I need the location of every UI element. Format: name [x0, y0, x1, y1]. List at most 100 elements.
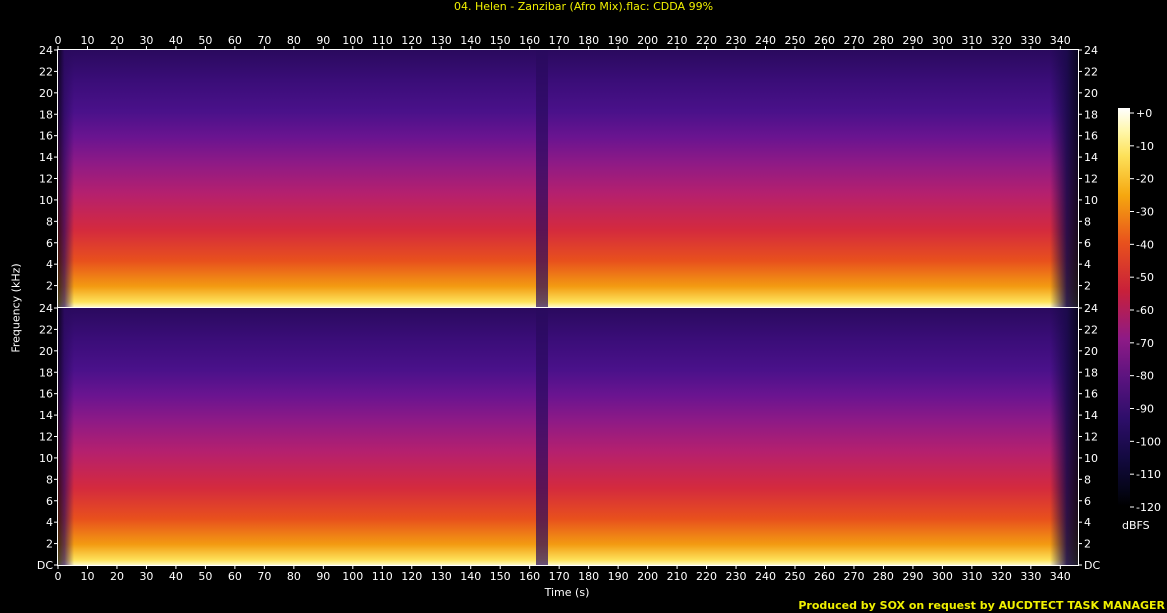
y-tick-label-left: 6: [46, 237, 53, 250]
x-tick-label-top: 150: [490, 34, 511, 47]
y-tick-label-right: 12: [1084, 173, 1098, 186]
x-tick-label-bottom: 0: [55, 570, 62, 583]
x-tick-label-bottom: 260: [814, 570, 835, 583]
colorbar-tick-label: -10: [1136, 140, 1154, 153]
colorbar-tick-label: +0: [1136, 107, 1152, 120]
y-tick-label-right: 10: [1084, 194, 1098, 207]
y-tick-label-left: 14: [39, 409, 53, 422]
x-tick-label-top: 80: [287, 34, 301, 47]
y-tick-label-right: 4: [1084, 516, 1091, 529]
x-tick-label-top: 220: [696, 34, 717, 47]
y-tick-label-right: 14: [1084, 151, 1098, 164]
x-tick-label-top: 60: [228, 34, 242, 47]
x-tick-label-top: 180: [578, 34, 599, 47]
x-tick-label-top: 310: [961, 34, 982, 47]
y-tick-label-right: 20: [1084, 87, 1098, 100]
x-tick-label-top: 110: [372, 34, 393, 47]
silence-gap-region: [536, 308, 548, 565]
x-tick-label-bottom: 130: [431, 570, 452, 583]
x-tick-label-bottom: 100: [342, 570, 363, 583]
colorbar-tick-label: -20: [1136, 173, 1154, 186]
y-tick-label-right: 2: [1084, 538, 1091, 551]
x-tick-label-top: 250: [784, 34, 805, 47]
colorbar-tick-label: -70: [1136, 337, 1154, 350]
y-tick-label-right: 18: [1084, 366, 1098, 379]
x-tick-label-bottom: 170: [549, 570, 570, 583]
x-tick-label-bottom: 80: [287, 570, 301, 583]
y-tick-label-left: 6: [46, 495, 53, 508]
colorbar-tick-label: -40: [1136, 238, 1154, 251]
x-tick-label-bottom: 180: [578, 570, 599, 583]
fade-in-region: [58, 50, 74, 307]
y-tick-label-right: 16: [1084, 130, 1098, 143]
x-tick-label-top: 0: [55, 34, 62, 47]
y-axis-label: Frequency (kHz): [9, 263, 23, 353]
x-tick-label-bottom: 60: [228, 570, 242, 583]
y-tick-label-right: 10: [1084, 452, 1098, 465]
y-tick-label-left: 2: [46, 280, 53, 293]
x-tick-label-bottom: 160: [519, 570, 540, 583]
y-tick-label-left: 14: [39, 151, 53, 164]
fade-out-region: [1050, 50, 1078, 307]
x-tick-label-top: 90: [316, 34, 330, 47]
spectrogram-energy-fill: [58, 50, 1078, 307]
x-tick-label-bottom: 20: [110, 570, 124, 583]
x-tick-label-bottom: 300: [932, 570, 953, 583]
y-tick-label-left: 12: [39, 431, 53, 444]
x-tick-label-bottom: 120: [401, 570, 422, 583]
y-tick-label-left: 22: [39, 65, 53, 78]
x-tick-label-bottom: 230: [726, 570, 747, 583]
chart-title: 04. Helen - Zanzibar (Afro Mix).flac: CD…: [453, 0, 714, 13]
x-tick-label-top: 10: [80, 34, 94, 47]
y-tick-label-left: 20: [39, 87, 53, 100]
y-tick-label-left: 8: [46, 473, 53, 486]
x-tick-label-bottom: 220: [696, 570, 717, 583]
colorbar: [1118, 108, 1130, 506]
x-tick-label-bottom: 330: [1020, 570, 1041, 583]
y-tick-label-right: DC: [1084, 559, 1100, 572]
y-tick-label-left: 18: [39, 366, 53, 379]
y-tick-label-left: 18: [39, 108, 53, 121]
x-tick-label-bottom: 290: [902, 570, 923, 583]
x-tick-label-bottom: 70: [257, 570, 271, 583]
x-tick-label-top: 100: [342, 34, 363, 47]
credit-line: Produced by SOX on request by AUCDTECT T…: [798, 599, 1165, 612]
y-tick-label-left: 4: [46, 516, 53, 529]
x-tick-label-top: 70: [257, 34, 271, 47]
x-tick-label-top: 270: [843, 34, 864, 47]
x-tick-label-bottom: 270: [843, 570, 864, 583]
fade-out-region: [1050, 308, 1078, 565]
x-tick-label-bottom: 310: [961, 570, 982, 583]
y-tick-label-right: 16: [1084, 388, 1098, 401]
x-tick-label-bottom: 90: [316, 570, 330, 583]
y-tick-label-right: 14: [1084, 409, 1098, 422]
x-tick-label-top: 340: [1050, 34, 1071, 47]
x-tick-label-bottom: 240: [755, 570, 776, 583]
colorbar-tick-label: -120: [1136, 501, 1161, 514]
y-tick-label-left: 12: [39, 173, 53, 186]
x-tick-label-top: 190: [608, 34, 629, 47]
x-tick-label-top: 140: [460, 34, 481, 47]
x-tick-label-top: 240: [755, 34, 776, 47]
x-tick-label-top: 170: [549, 34, 570, 47]
y-tick-label-left: 16: [39, 130, 53, 143]
x-tick-label-top: 260: [814, 34, 835, 47]
spectrogram-channel-2: [58, 308, 1078, 565]
x-axis-label: Time (s): [544, 586, 590, 599]
x-tick-label-top: 50: [198, 34, 212, 47]
x-tick-label-bottom: 30: [139, 570, 153, 583]
x-tick-label-top: 20: [110, 34, 124, 47]
y-tick-label-left: 8: [46, 215, 53, 228]
y-tick-label-left: 10: [39, 194, 53, 207]
x-tick-label-bottom: 40: [169, 570, 183, 583]
x-tick-label-bottom: 50: [198, 570, 212, 583]
x-tick-label-top: 290: [902, 34, 923, 47]
x-tick-label-bottom: 340: [1050, 570, 1071, 583]
x-tick-label-bottom: 280: [873, 570, 894, 583]
y-tick-label-right: 20: [1084, 345, 1098, 358]
x-tick-label-bottom: 110: [372, 570, 393, 583]
y-tick-label-right: 2: [1084, 280, 1091, 293]
x-tick-label-top: 280: [873, 34, 894, 47]
y-tick-label-right: 22: [1084, 65, 1098, 78]
x-tick-label-top: 40: [169, 34, 183, 47]
